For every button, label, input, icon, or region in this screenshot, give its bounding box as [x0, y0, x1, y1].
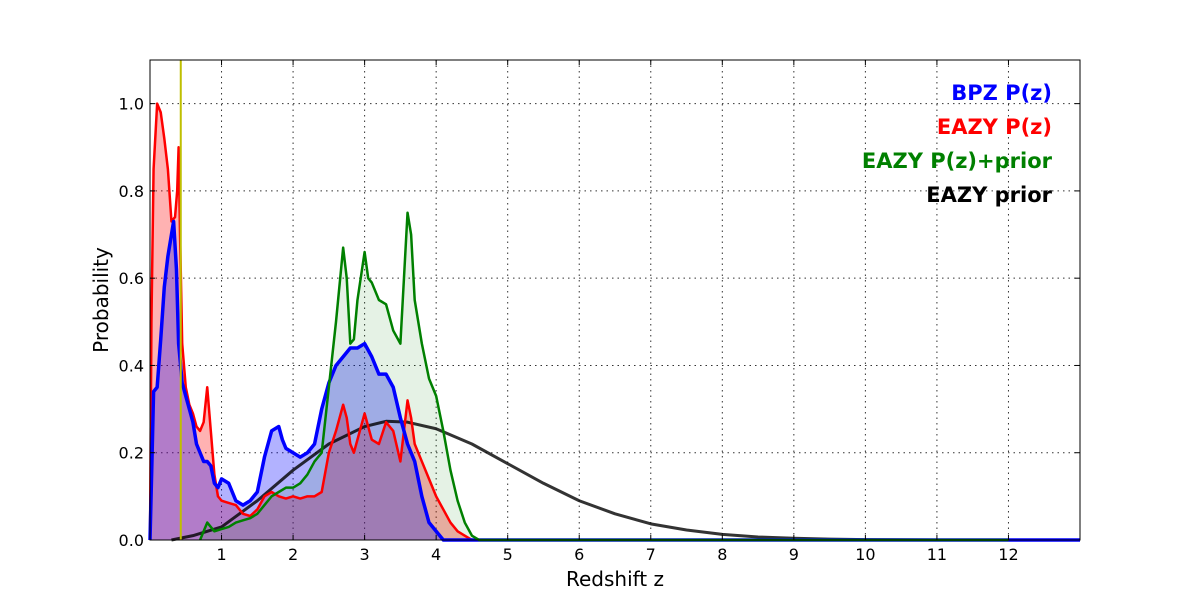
axis-ticks: 1 2 3 4 5 6 7 8 9 10 11 120.00.20.40.60.81.0 — [119, 60, 1080, 564]
x-tick-label: 7 — [646, 545, 656, 564]
eazy-p-z-prior-fill — [200, 212, 1009, 540]
x-tick-label: 12 — [998, 545, 1018, 564]
x-tick-label: 5 — [503, 545, 513, 564]
x-tick-label: 6 — [574, 545, 584, 564]
eazy-p-z-fill — [150, 103, 472, 541]
y-tick-label: 0.6 — [119, 269, 144, 288]
x-tick-label: 11 — [927, 545, 947, 564]
y-tick-label: 0.0 — [119, 531, 144, 550]
legend: BPZ P(z) EAZY P(z) EAZY P(z)+prior EAZY pri… — [862, 81, 1053, 207]
x-tick-label: 4 — [431, 545, 441, 564]
eazy-p-z-prior-line — [198, 211, 1009, 542]
y-tick-label: 0.2 — [119, 444, 144, 463]
y-tick-label: 0.4 — [119, 356, 144, 375]
y-tick-label: 1.0 — [119, 95, 144, 114]
bpz-p-z-line — [148, 219, 1080, 542]
series-lines — [148, 102, 1080, 542]
x-tick-label: 1 — [216, 545, 226, 564]
legend-item-eazy-p-z-prior: EAZY P(z)+prior — [862, 149, 1053, 173]
eazy-p-z-line — [148, 102, 473, 542]
legend-item-eazy-p-z: EAZY P(z) — [937, 115, 1052, 139]
series-fills — [150, 103, 1080, 541]
bpz-p-z-fill — [150, 221, 1080, 541]
x-tick-label: 2 — [288, 545, 298, 564]
x-axis-label: Redshift z — [566, 567, 664, 591]
x-tick-label: 9 — [789, 545, 799, 564]
y-tick-label: 0.8 — [119, 182, 144, 201]
x-tick-label: 3 — [360, 545, 370, 564]
plot-frame — [149, 59, 1081, 541]
x-tick-label: 10 — [855, 545, 875, 564]
legend-item-eazy-prior: EAZY prior — [926, 183, 1052, 207]
legend-item-bpz-p-z: BPZ P(z) — [951, 81, 1052, 105]
y-axis-label: Probability — [89, 247, 113, 353]
x-tick-label: 8 — [717, 545, 727, 564]
